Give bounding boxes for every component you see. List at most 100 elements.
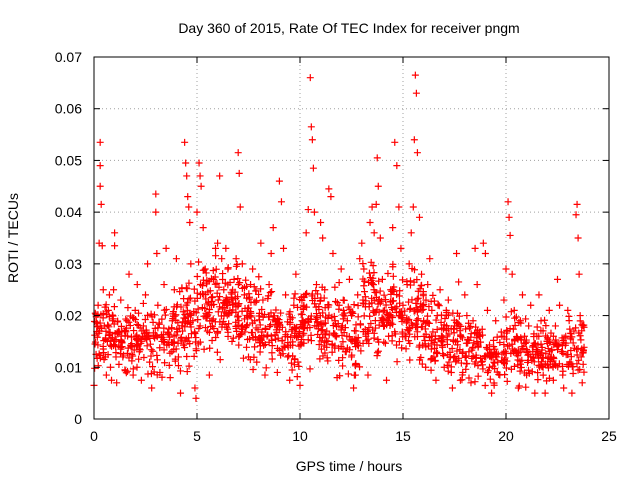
data-points bbox=[90, 71, 588, 402]
data-point bbox=[534, 376, 542, 384]
data-point bbox=[147, 352, 155, 360]
data-point bbox=[371, 317, 379, 325]
data-point bbox=[115, 327, 123, 335]
data-point bbox=[327, 193, 335, 201]
data-point bbox=[149, 318, 157, 326]
data-point bbox=[187, 323, 195, 331]
axis-ticks: 0 5 10 15 20 25 0 0.01 0.02 0.03 0.04 0.05 0.06 0.07 bbox=[55, 49, 617, 444]
data-point bbox=[354, 302, 362, 310]
data-point bbox=[405, 260, 413, 268]
data-point bbox=[317, 294, 325, 302]
data-point bbox=[307, 331, 315, 339]
data-point bbox=[96, 162, 104, 170]
data-point bbox=[510, 362, 518, 370]
data-point bbox=[235, 300, 243, 308]
data-point bbox=[518, 291, 526, 299]
data-point bbox=[152, 190, 160, 198]
data-point bbox=[575, 270, 583, 278]
data-point bbox=[456, 327, 464, 335]
data-point bbox=[203, 327, 211, 335]
data-point bbox=[393, 291, 401, 299]
data-point bbox=[193, 273, 201, 281]
data-point bbox=[498, 332, 506, 340]
data-point bbox=[352, 359, 360, 367]
data-point bbox=[114, 318, 122, 326]
data-point bbox=[232, 262, 240, 270]
data-point bbox=[401, 332, 409, 340]
data-point bbox=[401, 307, 409, 315]
data-point bbox=[308, 136, 316, 144]
data-point bbox=[207, 294, 215, 302]
data-point bbox=[550, 341, 558, 349]
x-axis-label: GPS time / hours bbox=[296, 458, 403, 474]
data-point bbox=[537, 317, 545, 325]
data-point bbox=[514, 356, 522, 364]
data-point bbox=[393, 358, 401, 366]
data-point bbox=[545, 306, 553, 314]
y-tick-label: 0.06 bbox=[55, 101, 82, 117]
data-point bbox=[139, 299, 147, 307]
data-point bbox=[144, 260, 152, 268]
data-point bbox=[194, 305, 202, 313]
data-point bbox=[533, 332, 541, 340]
data-point bbox=[294, 303, 302, 311]
data-point bbox=[282, 291, 290, 299]
data-point bbox=[229, 286, 237, 294]
data-point bbox=[411, 71, 419, 79]
data-point bbox=[319, 309, 327, 317]
data-point bbox=[200, 345, 208, 353]
data-point bbox=[258, 305, 266, 313]
data-point bbox=[246, 335, 254, 343]
data-point bbox=[524, 356, 532, 364]
data-point bbox=[207, 301, 215, 309]
data-point bbox=[288, 314, 296, 322]
data-point bbox=[287, 333, 295, 341]
data-point bbox=[408, 296, 416, 304]
data-point bbox=[542, 322, 550, 330]
data-point bbox=[234, 293, 242, 301]
data-point bbox=[502, 265, 510, 273]
data-point bbox=[253, 358, 261, 366]
data-point bbox=[307, 312, 315, 320]
y-axis-label: ROTI / TECUs bbox=[5, 193, 21, 283]
data-point bbox=[525, 322, 533, 330]
data-point bbox=[279, 350, 287, 358]
data-point bbox=[236, 203, 244, 211]
data-point bbox=[112, 349, 120, 357]
data-point bbox=[209, 267, 217, 275]
data-point bbox=[292, 270, 300, 278]
data-point bbox=[180, 295, 188, 303]
data-point bbox=[286, 308, 294, 316]
data-point bbox=[539, 363, 547, 371]
data-point bbox=[380, 291, 388, 299]
data-point bbox=[129, 352, 137, 360]
data-point bbox=[572, 211, 580, 219]
data-point bbox=[274, 320, 282, 328]
data-point bbox=[162, 244, 170, 252]
data-point bbox=[580, 368, 588, 376]
data-point bbox=[339, 296, 347, 304]
data-point bbox=[124, 304, 132, 312]
data-point bbox=[469, 352, 477, 360]
data-point bbox=[481, 382, 489, 390]
data-point bbox=[427, 366, 435, 374]
data-point bbox=[339, 338, 347, 346]
data-point bbox=[325, 331, 333, 339]
data-point bbox=[366, 218, 374, 226]
data-point bbox=[417, 323, 425, 331]
data-point bbox=[102, 301, 110, 309]
data-point bbox=[383, 309, 391, 317]
data-point bbox=[467, 379, 475, 387]
grid-lines bbox=[94, 57, 609, 419]
data-point bbox=[139, 322, 147, 330]
data-point bbox=[212, 333, 220, 341]
data-point bbox=[418, 270, 426, 278]
data-point bbox=[345, 275, 353, 283]
data-point bbox=[256, 348, 264, 356]
data-point bbox=[287, 359, 295, 367]
data-point bbox=[141, 316, 149, 324]
data-point bbox=[160, 324, 168, 332]
data-point bbox=[456, 346, 464, 354]
data-point bbox=[351, 371, 359, 379]
data-point bbox=[311, 300, 319, 308]
